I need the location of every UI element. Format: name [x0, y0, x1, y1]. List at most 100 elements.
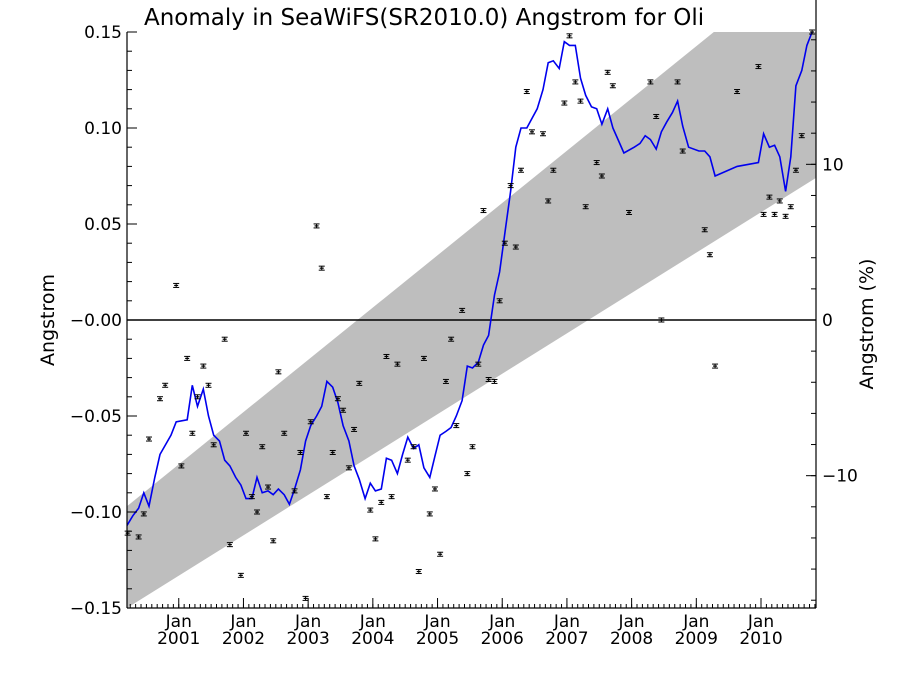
- data-point: [448, 336, 455, 342]
- data-point: [210, 442, 217, 448]
- y2-tick-label: −10: [822, 467, 858, 487]
- data-point: [356, 380, 363, 386]
- x-tick-month-label: Jan: [294, 612, 321, 632]
- y-tick-label: 0.10: [84, 119, 122, 139]
- data-point: [162, 382, 169, 388]
- x-tick-year-label: 2008: [610, 629, 653, 649]
- data-point: [658, 317, 665, 323]
- x-tick-year-label: 2006: [481, 629, 524, 649]
- x-tick-month-label: Jan: [165, 612, 192, 632]
- x-tick-month-label: Jan: [618, 612, 645, 632]
- data-point: [302, 595, 309, 601]
- data-point: [145, 436, 152, 442]
- data-point: [453, 423, 460, 429]
- data-point: [712, 363, 719, 369]
- data-point: [485, 377, 492, 383]
- data-point: [539, 131, 546, 137]
- data-point: [200, 363, 207, 369]
- y-tick-label: −0.10: [70, 503, 122, 523]
- data-point: [237, 572, 244, 578]
- data-point: [604, 69, 611, 75]
- y2-axis-title: Angstrom (%): [856, 259, 878, 390]
- data-point: [598, 173, 605, 179]
- data-point: [205, 382, 212, 388]
- data-point: [528, 129, 535, 135]
- data-point: [701, 227, 708, 233]
- data-point: [679, 148, 686, 154]
- data-point: [313, 223, 320, 229]
- data-point: [345, 465, 352, 471]
- data-point: [265, 484, 272, 490]
- data-point: [388, 494, 395, 500]
- data-point: [248, 494, 255, 500]
- running-mean-line: [127, 32, 814, 526]
- prediction-band: [127, 32, 816, 608]
- y2-tick-label: 0: [822, 311, 833, 331]
- x-tick-year-label: 2007: [545, 629, 588, 649]
- data-point: [173, 282, 180, 288]
- data-point: [351, 426, 358, 432]
- data-point: [281, 430, 288, 436]
- x-tick-year-label: 2009: [675, 629, 718, 649]
- data-point: [394, 361, 401, 367]
- data-point: [426, 511, 433, 517]
- data-point: [755, 64, 762, 70]
- data-point: [259, 444, 266, 450]
- running-mean-path: [127, 32, 814, 526]
- data-point: [523, 89, 530, 95]
- chart-title: Anomaly in SeaWiFS(SR2010.0) Angstrom fo…: [144, 5, 704, 31]
- right-y-axis: −10 0 10: [806, 39, 858, 601]
- data-point: [792, 167, 799, 173]
- data-point: [329, 449, 336, 455]
- y-tick-label: −0.15: [70, 599, 122, 619]
- data-point: [517, 167, 524, 173]
- x-tick-year-label: 2010: [739, 629, 782, 649]
- data-point: [270, 538, 277, 544]
- x-tick-year-label: 2001: [157, 629, 200, 649]
- data-point: [674, 79, 681, 85]
- x-tick-month-label: Jan: [488, 612, 515, 632]
- data-point: [404, 457, 411, 463]
- data-point: [798, 133, 805, 139]
- x-tick-month-label: Jan: [747, 612, 774, 632]
- data-point: [135, 534, 142, 540]
- y-tick-label: −0.00: [70, 311, 122, 331]
- data-point: [782, 213, 789, 219]
- y-tick-label: 0.05: [84, 215, 122, 235]
- data-point: [243, 430, 250, 436]
- data-point: [593, 160, 600, 166]
- data-point: [459, 307, 466, 313]
- x-tick-month-label: Jan: [359, 612, 386, 632]
- data-point: [809, 29, 816, 35]
- data-point: [766, 194, 773, 200]
- y2-tick-label: 10: [822, 155, 844, 175]
- data-point: [545, 198, 552, 204]
- data-point: [437, 551, 444, 557]
- x-tick-month-label: Jan: [423, 612, 450, 632]
- data-point: [653, 113, 660, 119]
- data-point: [507, 183, 514, 189]
- monthly-anomaly-points: [124, 29, 816, 601]
- data-point: [442, 378, 449, 384]
- data-point: [512, 244, 519, 250]
- data-point: [156, 396, 163, 402]
- data-point: [307, 419, 314, 425]
- data-point: [760, 211, 767, 217]
- data-point: [609, 83, 616, 89]
- y-tick-label: 0.15: [84, 23, 122, 43]
- data-point: [626, 209, 633, 215]
- y-axis-title: Angstrom: [37, 274, 59, 366]
- data-point: [771, 211, 778, 217]
- x-tick-month-label: Jan: [229, 612, 256, 632]
- data-point: [372, 536, 379, 542]
- data-point: [221, 336, 228, 342]
- x-tick-month-label: Jan: [682, 612, 709, 632]
- data-point: [254, 509, 261, 515]
- data-point: [475, 361, 482, 367]
- data-point: [291, 488, 298, 494]
- x-axis: Jan2001Jan2002Jan2003Jan2004Jan2005Jan20…: [129, 598, 816, 649]
- data-point: [706, 252, 713, 258]
- data-point: [178, 463, 185, 469]
